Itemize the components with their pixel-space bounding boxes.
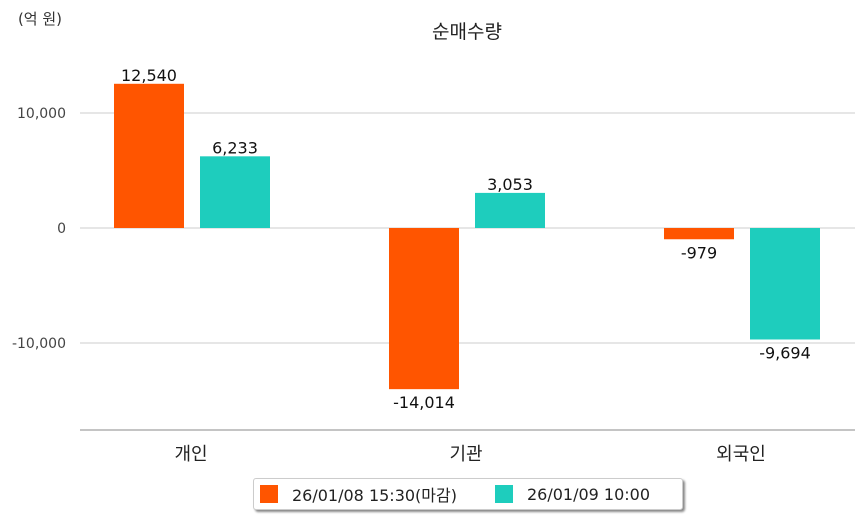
legend-item-0[interactable]: 26/01/08 15:30(마감) (260, 482, 457, 506)
data-label: 6,233 (212, 138, 258, 157)
y-tick-label: 10,000 (17, 106, 66, 122)
x-tick-label: 기관 (449, 444, 482, 465)
bar[interactable] (114, 83, 184, 228)
legend-swatch (494, 485, 513, 503)
data-label: 3,053 (487, 175, 533, 194)
legend: 26/01/08 15:30(마감) 26/01/09 10:00 (253, 478, 683, 510)
bar[interactable] (389, 228, 459, 390)
y-tick-label: 0 (57, 221, 66, 237)
chart-title: 순매수량 (432, 21, 502, 43)
y-tick-label: -10,000 (12, 336, 66, 352)
data-label: -9,694 (759, 343, 811, 362)
legend-label: 26/01/08 15:30(마감) (292, 486, 457, 505)
legend-swatch (260, 485, 278, 503)
x-tick-label: 외국인 (716, 444, 766, 465)
data-label: -14,014 (393, 393, 455, 412)
x-tick-label: 개인 (174, 444, 207, 465)
bar[interactable] (664, 228, 734, 240)
bar[interactable] (750, 228, 820, 340)
data-label: -979 (681, 243, 717, 262)
bar[interactable] (475, 192, 545, 228)
legend-label: 26/01/09 10:00 (526, 484, 651, 504)
unit-label: (억 원) (18, 10, 62, 28)
data-label: 12,540 (121, 66, 177, 85)
legend-item-1[interactable]: 26/01/09 10:00 (494, 484, 651, 504)
bar[interactable] (200, 156, 270, 228)
